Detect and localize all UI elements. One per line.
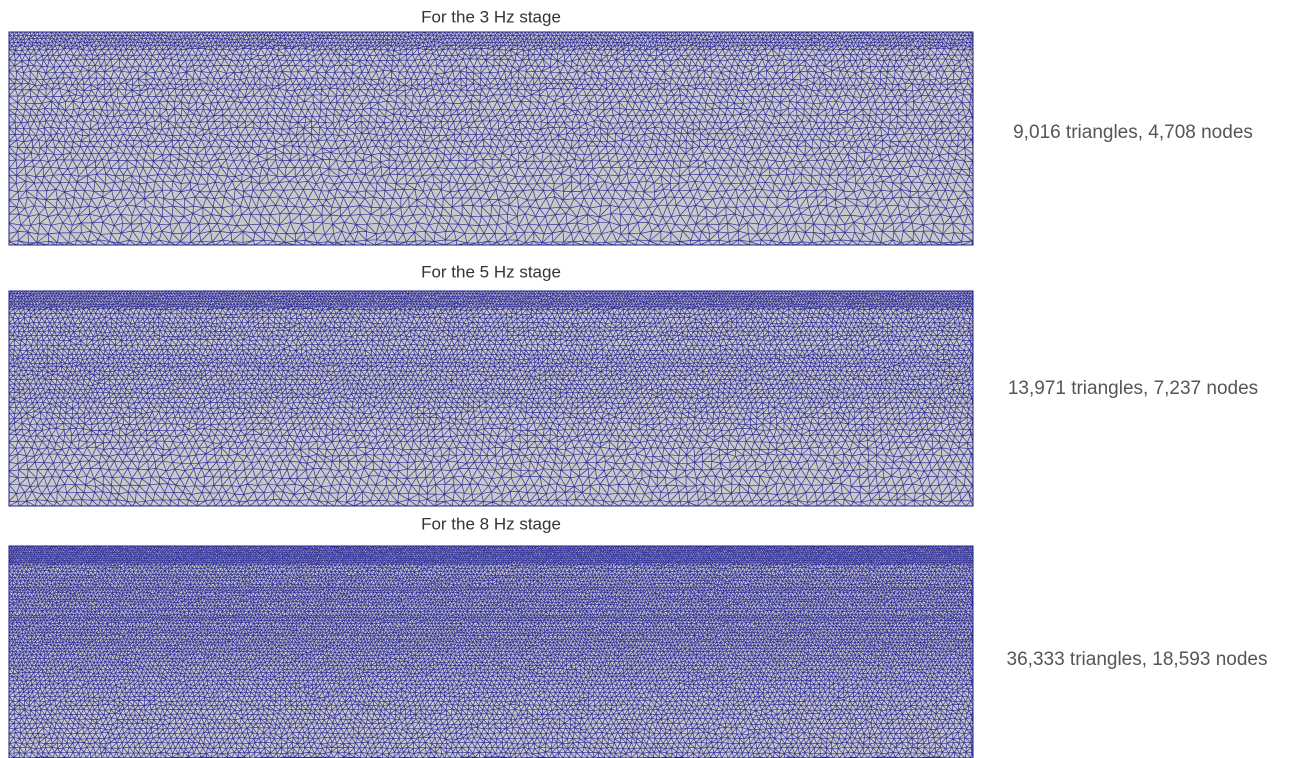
panel-title: For the 8 Hz stage <box>421 514 561 533</box>
panel-title: For the 3 Hz stage <box>421 7 561 26</box>
panel-caption: 13,971 triangles, 7,237 nodes <box>1008 378 1258 399</box>
mesh <box>9 291 973 506</box>
panel-title: For the 5 Hz stage <box>421 262 561 281</box>
mesh <box>9 546 973 758</box>
mesh <box>9 32 973 245</box>
panel-caption: 9,016 triangles, 4,708 nodes <box>1013 122 1253 143</box>
panel-caption: 36,333 triangles, 18,593 nodes <box>1007 649 1268 670</box>
figure: For the 3 Hz stage 9,016 triangles, 4,70… <box>0 0 1304 758</box>
